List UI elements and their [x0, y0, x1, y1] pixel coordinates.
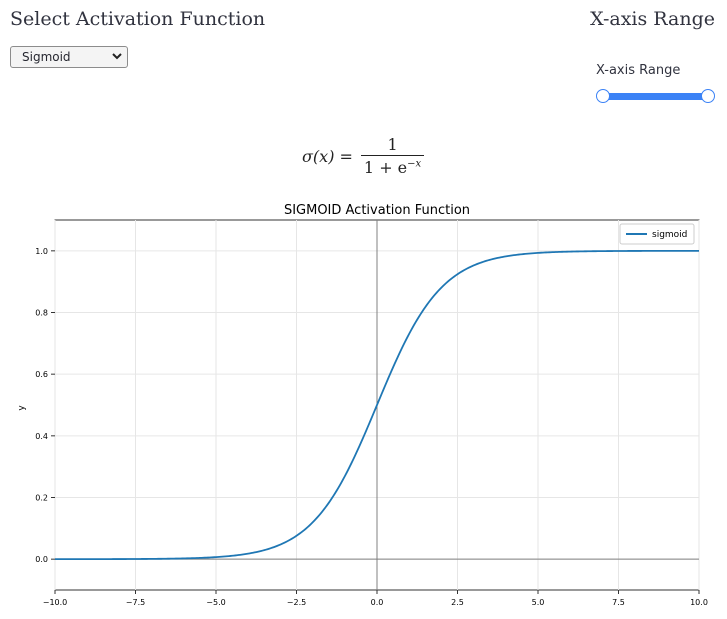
x-tick-label-6: 5.0	[532, 598, 545, 607]
series-line-sigmoid	[55, 249, 699, 561]
x-tick-label-5: 2.5	[451, 598, 464, 607]
y-axis-label: y	[17, 405, 27, 411]
x-axis-label: x	[374, 617, 380, 619]
formula-denominator-exponent: −x	[407, 158, 422, 170]
y-tick-label-5: 1.0	[35, 247, 48, 256]
formula-numerator: 1	[387, 135, 398, 154]
range-slider-max-handle[interactable]	[701, 89, 715, 103]
y-tick-label-1: 0.2	[35, 494, 48, 503]
x-axis-range-label: X-axis Range	[596, 63, 681, 78]
activation-function-select[interactable]: Sigmoid	[10, 46, 128, 68]
y-tick-label-4: 0.8	[35, 309, 48, 318]
y-tick-label-0: 0.0	[35, 555, 48, 564]
legend-label: sigmoid	[652, 230, 687, 240]
sigmoid-chart: SIGMOID Activation Function −10.0 −7.5 −5.…	[17, 203, 708, 619]
legend-box	[619, 223, 695, 245]
chevron-down-icon	[112, 53, 122, 60]
x-tick-label-7: 7.5	[612, 598, 625, 607]
x-tick-label-2: −5.0	[206, 598, 225, 607]
x-tick-label-8: 10.0	[690, 598, 708, 607]
x-tick-label-3: −2.5	[287, 598, 306, 607]
x-tick-label-1: −7.5	[126, 598, 145, 607]
select-function-heading: Select Activation Function	[10, 8, 266, 30]
x-tick-label-4: 0.0	[371, 598, 384, 607]
x-axis-range-heading: X-axis Range	[590, 8, 715, 30]
range-slider-min-handle[interactable]	[596, 89, 610, 103]
x-tick-label-0: −10.0	[43, 598, 68, 607]
selected-function-value: Sigmoid	[22, 50, 71, 64]
formula-denominator: 1 + e−x	[360, 155, 425, 177]
x-ticks: −10.0 −7.5 −5.0 −2.5 0.0 2.5 5.0 7.5 10.0	[43, 590, 708, 607]
y-tick-label-2: 0.4	[35, 432, 48, 441]
y-ticks: 0.0 0.2 0.4 0.6 0.8 1.0	[35, 247, 55, 564]
formula-denominator-base: 1 + e	[363, 158, 408, 177]
legend: sigmoid	[619, 223, 695, 245]
formula: σ(x) = 1 1 + e−x	[302, 132, 425, 180]
y-tick-label-3: 0.6	[35, 370, 48, 379]
formula-fraction: 1 1 + e−x	[360, 135, 425, 177]
chart-title: SIGMOID Activation Function	[284, 203, 470, 218]
range-slider-track[interactable]	[604, 93, 708, 100]
series-layer	[55, 249, 699, 561]
formula-lhs: σ(x) =	[302, 146, 353, 166]
